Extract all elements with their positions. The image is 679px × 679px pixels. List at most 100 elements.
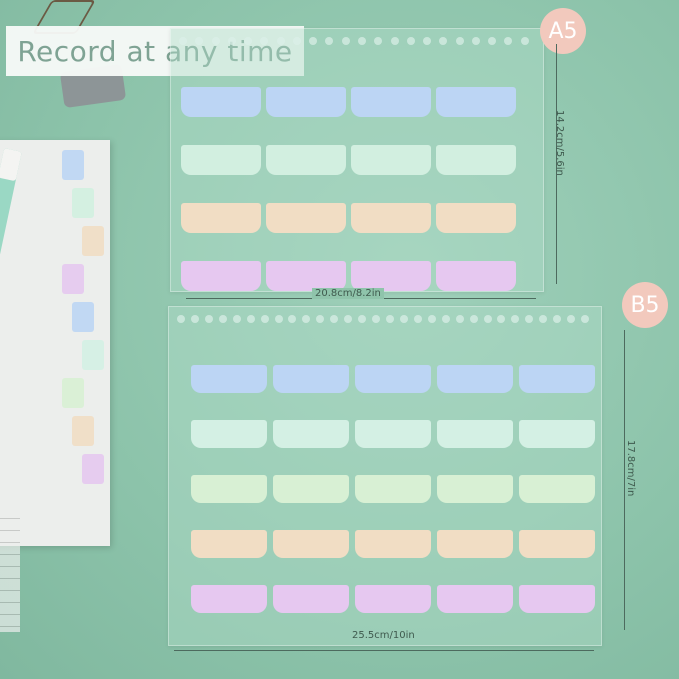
punch-hole [325,37,334,45]
index-tab [273,530,349,558]
punch-hole [274,315,283,323]
index-tab [351,145,431,175]
punch-hole [386,315,394,323]
index-tab [266,203,346,233]
punch-hole [316,315,325,323]
book-index-tab [62,150,84,180]
b5-height-line [624,330,625,630]
punch-hole [195,37,204,45]
index-tab [273,475,349,503]
punch-hole [211,37,220,45]
punch-hole [179,37,187,45]
index-tab [191,475,267,503]
punch-hole [309,37,318,45]
index-tab [191,365,267,393]
book-index-tab [62,264,84,294]
punch-hole [372,315,381,323]
index-tab [266,87,346,117]
index-tab [355,530,431,558]
punch-hole [439,37,448,45]
index-tab [273,365,349,393]
punch-hole [469,315,478,323]
index-tab [437,585,513,613]
book-index-tab [72,416,94,446]
punch-hole [504,37,513,45]
punch-hole [358,315,367,323]
punch-hole [204,315,213,323]
index-tab [436,87,516,117]
index-tab [437,420,513,448]
index-tab [355,420,431,448]
index-tab [181,145,261,175]
index-tab [436,203,516,233]
index-tab [351,203,431,233]
punch-hole [227,37,236,45]
index-tab [519,475,595,503]
punch-hole [497,315,506,323]
punch-hole [581,315,590,323]
punch-hole [483,315,492,323]
punch-hole [302,315,311,323]
index-tab [355,475,431,503]
index-tab [437,530,513,558]
punch-hole [455,37,464,45]
index-tab [437,475,513,503]
book-index-tab [62,378,84,408]
punch-hole [260,37,269,45]
index-tab [191,585,267,613]
punch-hole [511,315,520,323]
a5-width-label: 20.8cm/8.2in [312,288,384,299]
book-index-tab [72,302,94,332]
b5-sheet [168,306,602,646]
book-index-tab [72,188,94,218]
punch-hole [341,37,350,45]
index-tab [436,145,516,175]
punch-hole [330,315,339,323]
punch-hole [292,37,301,45]
a5-height-label: 14.2cm/5.6in [554,110,565,176]
punch-hole [390,37,399,45]
punch-hole [190,315,199,323]
index-tab [273,420,349,448]
punch-hole [288,315,297,323]
punch-hole [488,37,497,45]
index-tab [519,420,595,448]
index-tab [181,87,261,117]
punch-hole [177,315,185,323]
index-tab [519,530,595,558]
index-tab [351,261,431,291]
punch-hole [374,37,383,45]
punch-hole [567,315,576,323]
punch-hole [441,315,450,323]
book-index-tab [82,226,104,256]
index-tab [519,365,595,393]
punch-hole [423,37,432,45]
index-tab [436,261,516,291]
punch-hole [471,37,480,45]
a5-sheet [170,28,544,292]
book-index-tab [82,454,104,484]
book-text [0,512,20,632]
index-tab [266,145,346,175]
b5-width-label: 25.5cm/10in [352,630,415,641]
index-tab [351,87,431,117]
index-tab [437,365,513,393]
index-tab [266,261,346,291]
index-tab [181,203,261,233]
punch-hole [260,315,269,323]
index-tab [355,585,431,613]
punch-hole [455,315,464,323]
punch-hole [246,315,255,323]
punch-hole [399,315,408,323]
index-tab [191,530,267,558]
b5-height-label: 17.8cm/7in [625,440,636,497]
punch-hole [553,315,562,323]
index-tab [181,261,261,291]
a5-height-line [556,44,557,284]
punch-hole [406,37,415,45]
b5-width-line [174,650,594,651]
punch-hole [427,315,436,323]
punch-hole [276,37,285,45]
b5-badge: B5 [622,282,668,328]
index-tab [273,585,349,613]
